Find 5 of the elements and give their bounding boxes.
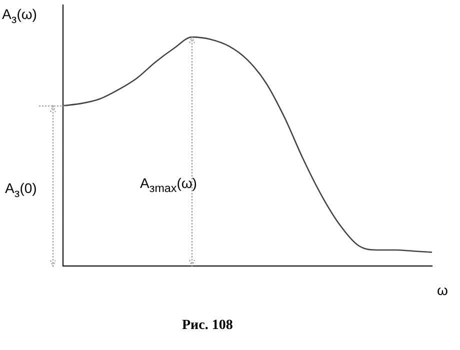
y-axis-title: A$_{з}$(ω) — [2, 6, 37, 28]
annotation: A$_{зmax}$(ω) — [140, 175, 197, 197]
text: Рис. 108 — [182, 318, 233, 334]
text: A$_{з}$(0) — [5, 180, 37, 202]
x-axis-title: ω — [437, 282, 448, 298]
